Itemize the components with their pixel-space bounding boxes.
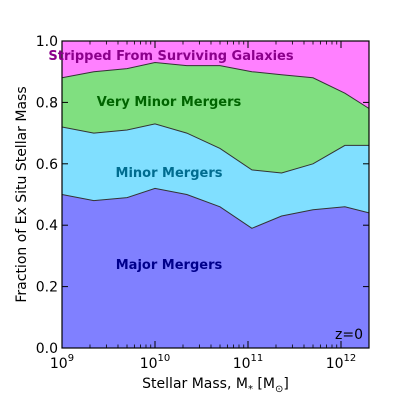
axis-ticks: 0.0 0.2 0.4 0.6 0.8 1.0 109 1010 1011 1012 bbox=[36, 34, 370, 372]
label-stripped-from-surviving-galaxies: Stripped From Surviving Galaxies bbox=[48, 49, 293, 64]
boundary-line bbox=[61, 123, 369, 174]
x-tick-label: 1012 bbox=[326, 353, 357, 372]
area-layers bbox=[62, 41, 369, 348]
area-boundaries bbox=[61, 61, 370, 229]
y-tick-label: 0.8 bbox=[36, 95, 58, 111]
area-major-mergers bbox=[62, 188, 369, 348]
x-axis-label: Stellar Mass, M* [M⊙] bbox=[142, 376, 289, 395]
redshift-annotation: z=0 bbox=[335, 327, 363, 343]
area-minor-mergers bbox=[62, 123, 369, 229]
x-tick-label: 109 bbox=[50, 353, 74, 372]
y-tick-label: 1.0 bbox=[36, 34, 58, 50]
label-very-minor-mergers: Very Minor Mergers bbox=[97, 95, 242, 110]
label-major-mergers: Major Mergers bbox=[116, 258, 223, 273]
region-labels: Major Mergers Minor Mergers Very Minor Mer… bbox=[48, 49, 293, 273]
plot-frame bbox=[61, 40, 370, 349]
area-very-minor-mergers bbox=[62, 62, 369, 173]
y-tick-label: 0.4 bbox=[36, 218, 58, 234]
y-tick-label: 0.2 bbox=[36, 280, 58, 296]
y-tick-label: 0.6 bbox=[36, 157, 58, 173]
area-stripped-from-surviving-galaxies bbox=[62, 41, 369, 109]
boundary-line bbox=[61, 187, 370, 229]
x-tick-label: 1011 bbox=[233, 353, 264, 372]
y-axis-label: Fraction of Ex Situ Stellar Mass bbox=[14, 86, 30, 302]
label-minor-mergers: Minor Mergers bbox=[116, 166, 223, 181]
y-tick-label: 0.0 bbox=[36, 341, 58, 357]
x-tick-label: 1010 bbox=[140, 353, 171, 372]
boundary-line bbox=[61, 61, 370, 109]
